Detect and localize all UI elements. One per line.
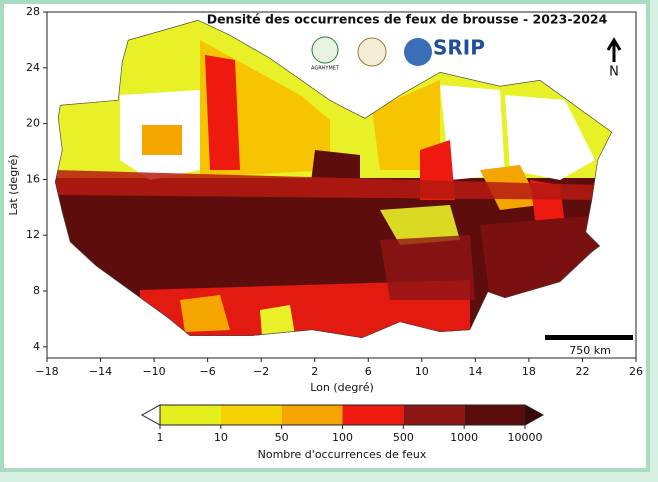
x-tick-label: −6 <box>200 365 216 378</box>
y-tick-label: 20 <box>26 117 40 130</box>
colorbar-tick-label: 100 <box>332 431 353 444</box>
colorbar-swatch <box>464 405 525 425</box>
colorbar-tick-label: 1000 <box>450 431 478 444</box>
x-tick-label: 26 <box>629 365 643 378</box>
colorbar-tick-label: 1 <box>157 431 164 444</box>
logos: AGRHYMET SRIP <box>311 36 485 72</box>
y-tick-label: 28 <box>26 5 40 18</box>
colorbar-swatch <box>342 405 404 425</box>
y-tick-label: 12 <box>26 228 40 241</box>
y-tick-label: 8 <box>33 284 40 297</box>
colorbar-tick-label: 10000 <box>508 431 543 444</box>
colorbar-swatch <box>220 405 282 425</box>
logo-srip: SRIP <box>433 36 485 60</box>
y-tick-label: 16 <box>26 172 40 185</box>
x-tick-label: 6 <box>365 365 372 378</box>
north-arrow <box>606 37 622 62</box>
scale-label: 750 km <box>569 344 611 357</box>
colorbar-swatch <box>160 405 221 425</box>
x-axis-label: Lon (degré) <box>310 381 374 394</box>
plot-frame <box>46 11 637 359</box>
scale-bar <box>545 335 633 340</box>
y-tick-label: 24 <box>26 61 40 74</box>
x-tick-label: 14 <box>468 365 482 378</box>
x-tick-label: −18 <box>35 365 58 378</box>
x-tick-label: 2 <box>311 365 318 378</box>
y-axis-label: Lat (degré) <box>7 154 20 215</box>
logo-agrhymet <box>311 36 339 64</box>
y-tick-label: 4 <box>33 340 40 353</box>
colorbar-tick-label: 50 <box>275 431 289 444</box>
north-label: N <box>609 65 619 80</box>
logo-globe <box>404 38 432 66</box>
x-tick-label: 10 <box>415 365 429 378</box>
map-title: Densité des occurrences de feux de brous… <box>207 12 608 27</box>
colorbar-label: Nombre d'occurrences de feux <box>258 448 427 461</box>
x-tick-label: 18 <box>522 365 536 378</box>
colorbar-swatch <box>403 405 465 425</box>
logo-circle <box>357 37 387 67</box>
colorbar-tick-label: 500 <box>393 431 414 444</box>
x-tick-label: 22 <box>575 365 589 378</box>
colorbar-tick-label: 10 <box>214 431 228 444</box>
colorbar-swatch <box>281 405 343 425</box>
logo-text: AGRHYMET <box>311 66 340 72</box>
x-tick-label: −14 <box>89 365 112 378</box>
x-tick-label: −10 <box>142 365 165 378</box>
x-tick-label: −2 <box>253 365 269 378</box>
